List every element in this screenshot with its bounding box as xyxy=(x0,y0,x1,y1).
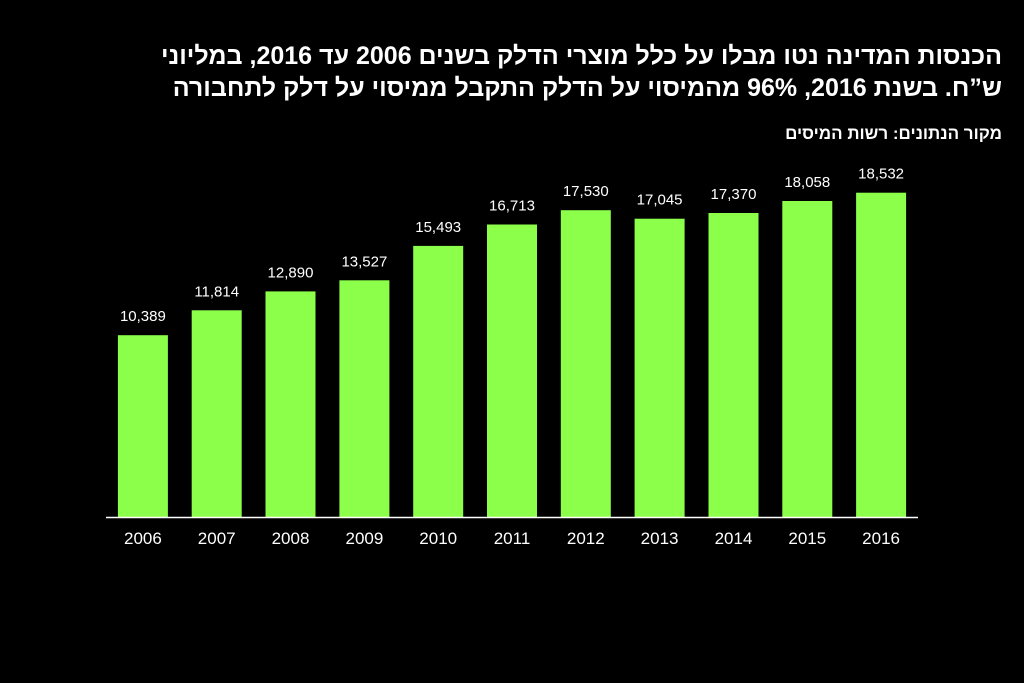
x-tick-label-2007: 2007 xyxy=(198,529,236,548)
value-label-2012: 17,530 xyxy=(563,183,609,200)
bar-2007 xyxy=(191,310,242,517)
bar-2008 xyxy=(265,291,316,517)
x-tick-label-2016: 2016 xyxy=(862,529,900,548)
x-tick-label-2012: 2012 xyxy=(567,529,605,548)
bar-2013 xyxy=(634,218,685,517)
x-tick-label-2008: 2008 xyxy=(272,529,310,548)
value-label-2009: 13,527 xyxy=(341,253,387,270)
x-tick-label-2014: 2014 xyxy=(715,529,753,548)
value-label-2015: 18,058 xyxy=(784,174,830,191)
value-label-2016: 18,532 xyxy=(858,166,904,183)
bar-2015 xyxy=(782,201,833,517)
chart-title: הכנסות המדינה נטו מבלו על כלל מוצרי הדלק… xyxy=(22,40,1002,104)
bar-2014 xyxy=(708,213,759,517)
value-labels-group: 10,389 11,814 12,890 13,527 15,493 16,713 17,5… xyxy=(120,166,904,326)
x-tick-label-2015: 2015 xyxy=(788,529,826,548)
x-tick-label-2011: 2011 xyxy=(494,529,531,548)
bar-2011 xyxy=(487,224,537,517)
bar-2010 xyxy=(413,245,464,517)
x-tick-label-2013: 2013 xyxy=(641,529,679,548)
chart-title-line-1: הכנסות המדינה נטו מבלו על כלל מוצרי הדלק… xyxy=(160,42,1002,70)
bar-2012 xyxy=(560,210,611,517)
bar-2006 xyxy=(117,335,168,517)
value-label-2011: 16,713 xyxy=(489,198,535,215)
bars-group xyxy=(117,192,907,517)
data-source-note: מקור הנתונים: רשות המיסים xyxy=(785,124,1002,143)
bar-2016 xyxy=(856,192,907,517)
value-label-2006: 10,389 xyxy=(120,308,166,325)
value-label-2010: 15,493 xyxy=(415,219,461,236)
chart-title-line-2: ש”ח. בשנת 2016, 96% מהמיסוי על הדלק התקב… xyxy=(172,74,1002,102)
value-label-2007: 11,814 xyxy=(194,283,239,300)
x-tick-label-2010: 2010 xyxy=(419,529,457,548)
bar-2009 xyxy=(339,280,390,517)
x-tick-label-2009: 2009 xyxy=(345,529,383,548)
x-tick-labels-group: 2006 2007 2008 2009 2010 2011 2012 2013 2014 2015… xyxy=(124,529,900,548)
value-label-2013: 17,045 xyxy=(637,192,683,209)
x-tick-label-2006: 2006 xyxy=(124,529,162,548)
value-label-2008: 12,890 xyxy=(268,264,314,281)
value-label-2014: 17,370 xyxy=(711,186,757,203)
